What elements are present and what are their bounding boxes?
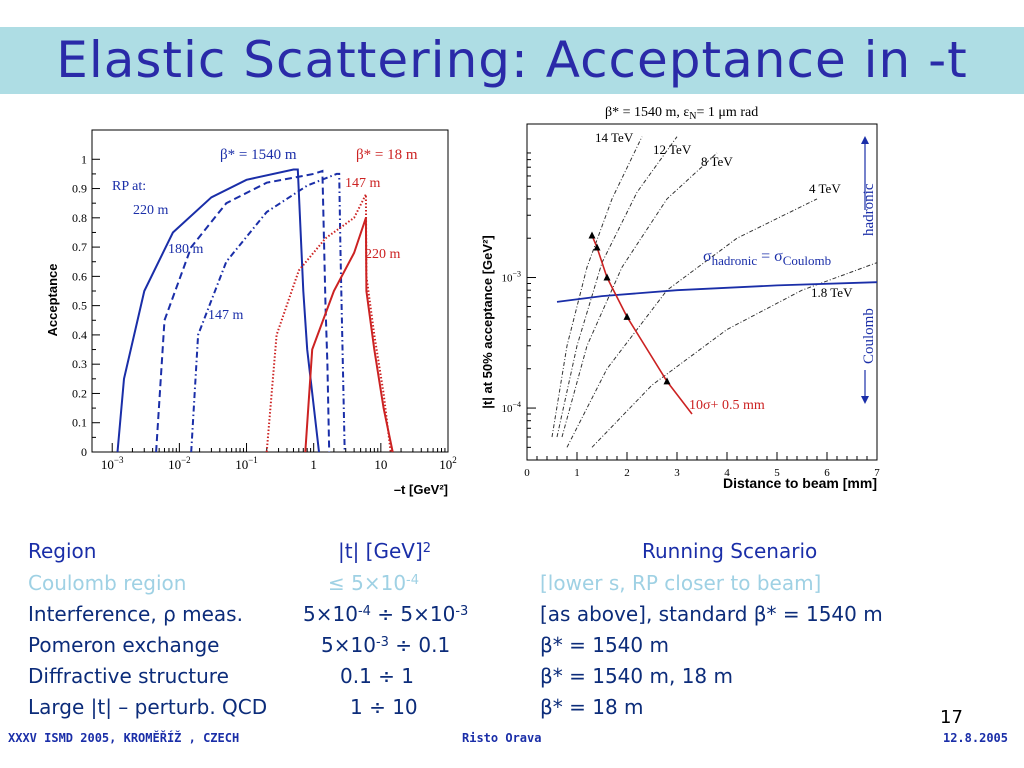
energy-curve-5 — [591, 262, 878, 448]
row-region: Large |t| – perturb. QCD — [28, 695, 268, 719]
row-t-range: ≤ 5×10-4 — [328, 571, 420, 595]
row-scenario: β* = 1540 m, 18 m — [540, 664, 733, 688]
x-tick-label: 0 — [524, 467, 530, 479]
header-region: Region — [28, 539, 97, 563]
chart2-energy-4: 4 TeV — [809, 181, 841, 196]
y-tick-label: 0 — [81, 445, 87, 459]
x-tick-label: 5 — [774, 467, 780, 479]
energy-curve-2 — [556, 136, 678, 438]
chart2-frame — [526, 123, 878, 461]
row-t-range: 0.1 ÷ 1 — [340, 664, 415, 688]
chart1-beta-red: β* = 18 m — [356, 147, 418, 163]
x-tick-label: 3 — [674, 467, 680, 479]
x-tick-label: 10−2 — [168, 455, 191, 472]
row-scenario: β* = 1540 m — [540, 633, 669, 657]
row-region: Diffractive structure — [28, 664, 229, 688]
chart1-xlabel: –t [GeV²] — [394, 482, 448, 497]
y-tick-label: 1 — [81, 152, 87, 166]
chart2-ylabel: |t| at 50% acceptance [GeV²] — [480, 235, 495, 408]
x-tick-label: 6 — [824, 467, 830, 479]
row-t-range: 1 ÷ 10 — [350, 695, 418, 719]
acceptance-chart: Acceptance –t [GeV²] 0 0.1 0.2 0.3 0.4 0.5 0.6… — [45, 129, 457, 497]
row-scenario: [as above], standard β* = 1540 m — [540, 602, 883, 626]
header-scenario: Running Scenario — [642, 539, 818, 563]
x-tick-label: 10−3 — [101, 455, 124, 472]
y-tick-label: 0.6 — [72, 269, 87, 283]
row-t-range: 5×10-4 ÷ 5×10-3 — [303, 602, 469, 626]
chart2-coulomb-arrowhead — [861, 396, 869, 404]
chart2-hadronic-label: hadronic — [861, 183, 877, 236]
chart2-coulomb-label: Coulomb — [861, 308, 877, 364]
footer-conference: XXXV ISMD 2005, KROMĚŘÍŽ , CZECH — [8, 731, 240, 745]
sigma-equality-line — [556, 281, 878, 303]
chart2-hadronic-arrowhead — [861, 136, 869, 144]
acceptance-curve-4 — [265, 193, 392, 453]
chart1-label-147: 147 m — [208, 308, 244, 323]
x-tick-label: 10 — [374, 457, 387, 472]
slide-title: Elastic Scattering: Acceptance in -t — [56, 31, 968, 89]
chart1-label-red-220: 220 m — [365, 247, 401, 262]
cut-marker — [588, 231, 596, 239]
acceptance-curve-5 — [304, 217, 394, 453]
x-tick-label: 10−1 — [235, 455, 258, 472]
y-tick-label: 0.1 — [72, 416, 87, 430]
cut-marker — [593, 243, 601, 251]
acceptance-curve-1 — [116, 168, 320, 453]
x-tick-label: 4 — [724, 467, 730, 479]
chart2-energy-8: 8 TeV — [701, 154, 733, 169]
row-region: Interference, ρ meas. — [28, 602, 243, 626]
chart2-energy-14: 14 TeV — [595, 130, 634, 145]
chart1-beta-blue: β* = 1540 m — [220, 147, 297, 163]
chart1-ylabel: Acceptance — [45, 264, 60, 337]
page-number: 17 — [940, 707, 963, 728]
row-t-range: 5×10-3 ÷ 0.1 — [321, 633, 451, 657]
chart1-rp-at: RP at: — [112, 179, 146, 194]
chart2-cut-label: 10σ+ 0.5 mm — [689, 398, 765, 413]
footer-author: Risto Orava — [462, 731, 542, 745]
row-scenario: β* = 18 m — [540, 695, 644, 719]
acceptance-curve-2 — [155, 169, 331, 453]
y-tick-label: 0.3 — [72, 357, 87, 371]
energy-curve-1 — [551, 136, 643, 438]
energy-curve-3 — [561, 152, 718, 438]
chart1-label-red-147: 147 m — [345, 176, 381, 191]
x-tick-label: 1 — [574, 467, 580, 479]
chart2-energy-18: 1.8 TeV — [811, 285, 853, 300]
acceptance-curve-3 — [190, 172, 346, 453]
cut-marker — [603, 273, 611, 281]
y-tick-label: 0.9 — [72, 182, 87, 196]
x-tick-label: 2 — [624, 467, 630, 479]
footer-date: 12.8.2005 — [942, 731, 1008, 745]
cut-line — [591, 235, 693, 415]
y-tick-label: 10−3 — [501, 270, 521, 285]
cut-marker — [663, 377, 671, 385]
x-tick-label: 102 — [439, 455, 457, 472]
x-tick-label: 7 — [874, 467, 880, 479]
title-band — [0, 27, 1024, 94]
y-tick-label: 0.4 — [72, 328, 87, 342]
chart2-xlabel: Distance to beam [mm] — [723, 475, 877, 491]
y-tick-label: 0.2 — [72, 386, 87, 400]
row-region: Pomeron exchange — [28, 633, 220, 657]
cut-marker — [623, 312, 631, 320]
t-vs-distance-chart: β* = 1540 m, εN= 1 μm rad |t| at 50% acc… — [480, 105, 880, 491]
y-tick-label: 0.7 — [72, 240, 87, 254]
header-t: |t| [GeV]2 — [338, 539, 432, 563]
chart1-label-220: 220 m — [133, 203, 169, 218]
chart2-energy-12: 12 TeV — [653, 142, 692, 157]
row-scenario: [lower s, RP closer to beam] — [540, 571, 822, 595]
y-tick-label: 0.8 — [72, 211, 87, 225]
x-tick-label: 1 — [310, 457, 317, 472]
chart2-title: β* = 1540 m, εN= 1 μm rad — [605, 105, 758, 122]
chart1-label-180: 180 m — [168, 242, 204, 257]
y-tick-label: 10−4 — [501, 400, 521, 415]
chart2-sigma-label: σhadronic = σCoulomb — [703, 248, 831, 268]
y-tick-label: 0.5 — [72, 299, 87, 313]
row-region: Coulomb region — [28, 571, 187, 595]
